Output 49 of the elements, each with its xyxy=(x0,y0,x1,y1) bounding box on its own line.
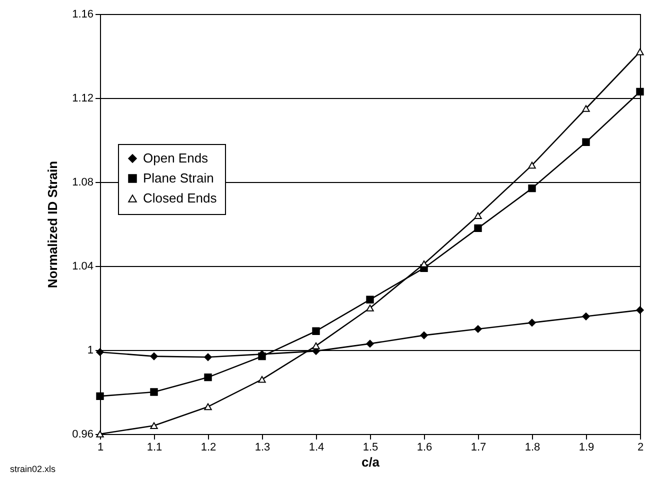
point xyxy=(96,392,104,400)
point xyxy=(420,331,428,340)
x-tick-label: 1.2 xyxy=(200,442,216,454)
x-tick-label: 1.8 xyxy=(524,442,540,454)
legend-label: Closed Ends xyxy=(143,190,218,206)
point xyxy=(366,304,374,312)
point xyxy=(150,422,158,430)
point xyxy=(528,318,536,327)
x-tick-label: 1.6 xyxy=(416,442,432,454)
x-tick-label: 2 xyxy=(637,442,644,454)
x-tick-label: 1.5 xyxy=(362,442,378,454)
point xyxy=(582,138,590,146)
y-tick-label: 1.04 xyxy=(72,260,94,272)
y-tick-label: 1 xyxy=(87,344,94,356)
x-tick-label: 1.9 xyxy=(578,442,594,454)
point xyxy=(366,296,374,304)
point xyxy=(582,312,590,320)
x-tick-label: 1.4 xyxy=(308,442,324,454)
point xyxy=(150,388,158,396)
point xyxy=(582,105,590,112)
x-tick-label: 1.7 xyxy=(470,442,486,454)
point xyxy=(204,353,212,361)
point xyxy=(636,88,644,96)
x-tick-label: 1.3 xyxy=(254,442,270,454)
y-tick-label: 1.16 xyxy=(72,8,94,20)
legend-label: Plane Strain xyxy=(143,170,214,186)
point xyxy=(636,48,644,56)
point xyxy=(204,373,212,382)
point xyxy=(528,162,536,169)
legend-label: Open Ends xyxy=(143,150,209,166)
point xyxy=(204,403,212,410)
x-tick-label: 1.1 xyxy=(146,442,162,454)
point xyxy=(636,306,644,314)
point xyxy=(312,342,320,350)
x-axis-title: c/a xyxy=(361,454,380,470)
point xyxy=(474,325,482,333)
y-tick-label: 1.08 xyxy=(72,176,94,188)
point xyxy=(474,224,482,232)
y-axis-title: Normalized ID Strain xyxy=(45,160,60,288)
point xyxy=(474,212,482,220)
point xyxy=(258,376,266,383)
y-tick-label: 0.96 xyxy=(72,428,94,440)
point xyxy=(528,184,536,192)
x-tick-label: 1 xyxy=(97,442,104,454)
point xyxy=(150,352,158,360)
point xyxy=(312,327,320,335)
point xyxy=(366,340,374,348)
text: strain02.xls xyxy=(10,464,56,474)
y-tick-label: 1.12 xyxy=(72,92,94,104)
